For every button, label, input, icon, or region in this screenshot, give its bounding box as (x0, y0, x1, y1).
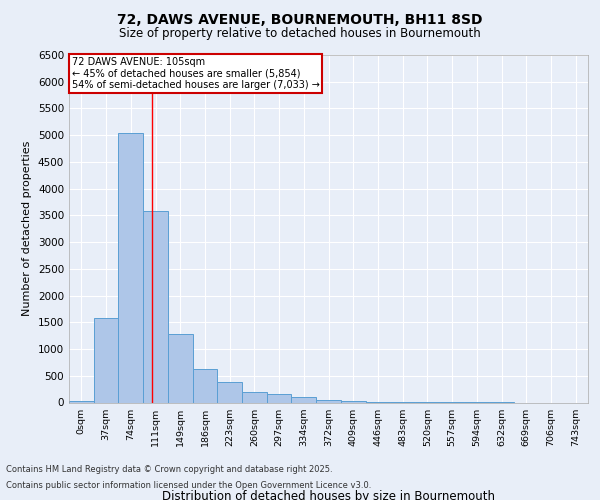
X-axis label: Distribution of detached houses by size in Bournemouth: Distribution of detached houses by size … (162, 490, 495, 500)
Bar (94, 318, 118, 402)
Bar (316, 400, 341, 402)
Text: 72 DAWS AVENUE: 105sqm
← 45% of detached houses are smaller (5,854)
54% of semi-: 72 DAWS AVENUE: 105sqm ← 45% of detached… (71, 56, 319, 90)
Text: Size of property relative to detached houses in Bournemouth: Size of property relative to detached ho… (119, 28, 481, 40)
Bar (69, 401, 94, 402)
Bar (267, 394, 292, 402)
Bar (168, 334, 193, 402)
Bar (292, 397, 316, 402)
Text: Contains HM Land Registry data © Crown copyright and database right 2025.: Contains HM Land Registry data © Crown c… (6, 466, 332, 474)
Bar (217, 382, 242, 402)
Bar (143, 211, 168, 402)
Bar (193, 370, 217, 402)
Text: 72, DAWS AVENUE, BOURNEMOUTH, BH11 8SD: 72, DAWS AVENUE, BOURNEMOUTH, BH11 8SD (117, 12, 483, 26)
Bar (118, 132, 143, 402)
Text: Contains public sector information licensed under the Open Government Licence v3: Contains public sector information licen… (6, 480, 371, 490)
Y-axis label: Number of detached properties: Number of detached properties (22, 141, 32, 316)
Bar (242, 392, 267, 402)
